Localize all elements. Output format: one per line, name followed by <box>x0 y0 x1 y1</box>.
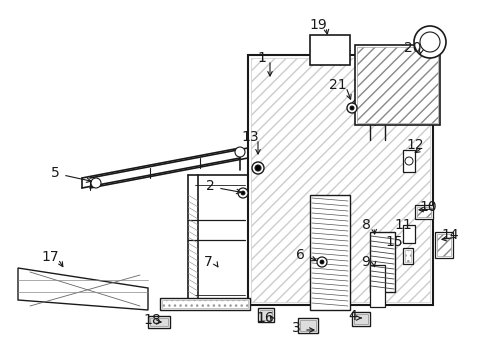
Bar <box>369 265 384 307</box>
Circle shape <box>349 106 353 110</box>
Bar <box>369 232 394 292</box>
Text: 13: 13 <box>241 130 258 144</box>
Text: 7: 7 <box>203 255 212 269</box>
Bar <box>402 150 414 172</box>
Text: 15: 15 <box>385 235 402 249</box>
Text: 5: 5 <box>51 166 59 180</box>
Text: 3: 3 <box>291 321 300 335</box>
Text: 9: 9 <box>361 255 370 269</box>
Text: 18: 18 <box>143 313 161 327</box>
Text: 17: 17 <box>41 250 59 264</box>
Text: 16: 16 <box>256 311 273 325</box>
Text: 21: 21 <box>328 78 346 92</box>
Bar <box>434 232 452 258</box>
Circle shape <box>346 103 356 113</box>
Bar <box>351 312 369 326</box>
Text: 6: 6 <box>295 248 304 262</box>
Polygon shape <box>18 268 148 310</box>
Circle shape <box>419 32 439 52</box>
Text: 14: 14 <box>440 228 458 242</box>
Text: 12: 12 <box>406 138 423 152</box>
Bar <box>247 55 432 305</box>
Text: 20: 20 <box>404 41 421 55</box>
Circle shape <box>319 260 324 264</box>
Text: 1: 1 <box>257 51 266 65</box>
Bar <box>402 248 412 264</box>
Circle shape <box>254 165 261 171</box>
Circle shape <box>316 257 326 267</box>
Bar <box>356 47 437 123</box>
Bar <box>160 298 249 310</box>
Text: 10: 10 <box>418 200 436 214</box>
Bar <box>416 207 430 217</box>
Bar <box>250 58 429 302</box>
Text: 2: 2 <box>205 179 214 193</box>
Text: 4: 4 <box>348 309 357 323</box>
Bar <box>402 225 414 243</box>
Bar <box>404 250 410 262</box>
Circle shape <box>404 157 412 165</box>
Bar <box>162 300 247 308</box>
Bar <box>353 314 367 324</box>
Text: 11: 11 <box>393 218 411 232</box>
Text: 19: 19 <box>308 18 326 32</box>
Bar <box>414 205 432 219</box>
Bar <box>309 35 349 65</box>
Circle shape <box>413 26 445 58</box>
Bar <box>299 320 315 331</box>
Bar <box>258 308 273 322</box>
Bar <box>260 310 271 320</box>
Bar <box>354 45 439 125</box>
Bar <box>148 316 170 328</box>
Circle shape <box>91 178 101 188</box>
Bar <box>436 234 450 256</box>
Bar <box>297 318 317 333</box>
Circle shape <box>238 188 247 198</box>
Circle shape <box>251 162 264 174</box>
Bar <box>309 195 349 310</box>
Bar <box>150 318 168 326</box>
Circle shape <box>235 147 244 157</box>
Circle shape <box>241 191 244 195</box>
Text: 8: 8 <box>361 218 370 232</box>
